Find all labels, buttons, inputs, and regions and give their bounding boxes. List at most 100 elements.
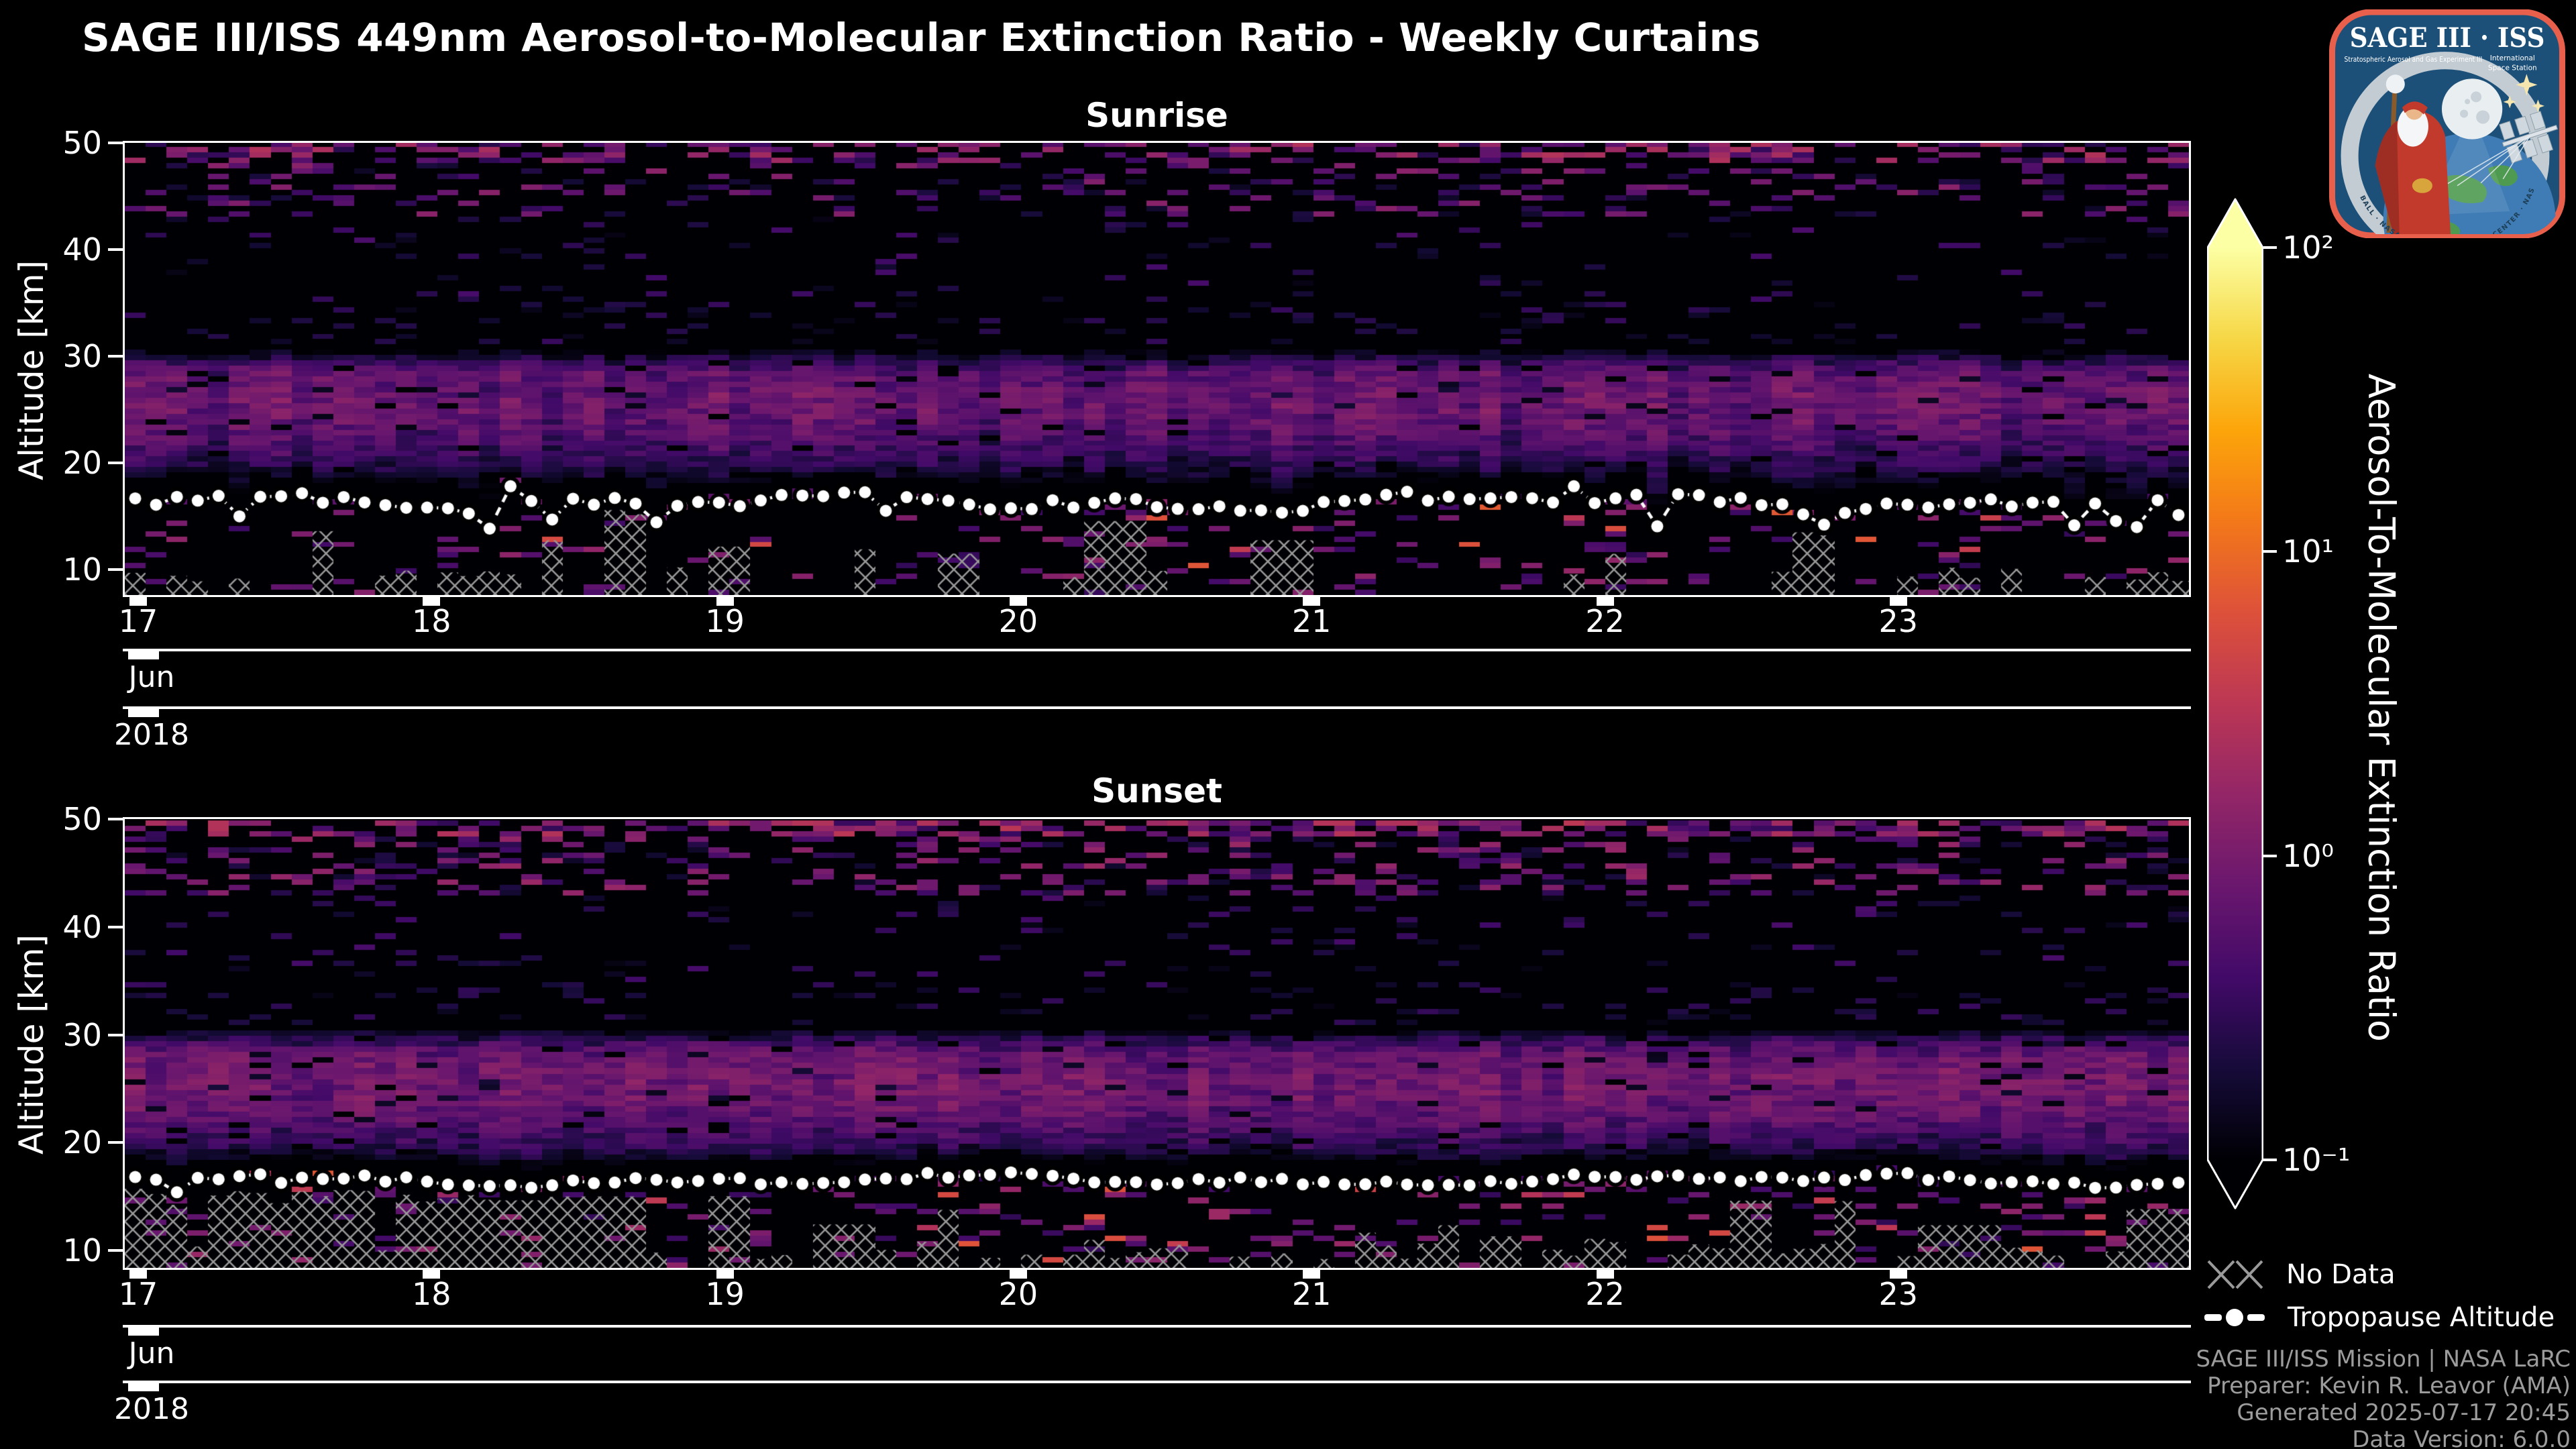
x-tick-label-sunrise: 21 xyxy=(1291,603,1332,639)
x-tick-sunset xyxy=(1889,1270,1907,1279)
month-axis-line-sunrise xyxy=(123,649,2191,651)
year-axis-line-sunrise xyxy=(123,706,2191,709)
wizard-figure xyxy=(2375,74,2451,234)
colorbar-tick-label: 10¹ xyxy=(2282,533,2334,570)
legend-item-no-data: No Data xyxy=(2206,1258,2396,1291)
patch-title: SAGE III · ISS xyxy=(2350,22,2545,54)
patch-subtitle-right-2: Space Station xyxy=(2488,64,2537,72)
panel-title-sunrise: Sunrise xyxy=(1085,96,1228,135)
month-axis-tick-sunrise xyxy=(128,649,159,659)
y-tick-label-sunrise: 30 xyxy=(62,337,102,374)
y-tick-sunrise xyxy=(108,142,123,144)
colorbar-label: Aerosol-To-Molecular Extinction Ratio xyxy=(2360,374,2403,1042)
x-tick-sunset xyxy=(1596,1270,1614,1279)
x-tick-sunset xyxy=(423,1270,441,1279)
x-tick-label-sunrise: 20 xyxy=(998,603,1038,639)
colorbar-gradient xyxy=(2207,198,2263,1210)
tropopause-line-icon xyxy=(2204,1309,2265,1326)
y-tick-label-sunrise: 10 xyxy=(62,551,102,588)
colorbar-tick xyxy=(2263,246,2277,249)
no-data-hatch-icon xyxy=(2207,1260,2263,1289)
figure-title: SAGE III/ISS 449nm Aerosol-to-Molecular … xyxy=(82,15,1761,60)
x-tick-sunrise xyxy=(1596,597,1614,606)
star-icons xyxy=(2503,74,2544,113)
y-tick-sunrise xyxy=(108,568,123,571)
year-axis-tick-sunrise xyxy=(128,706,159,717)
y-tick-sunrise xyxy=(108,354,123,358)
x-tick-sunrise xyxy=(1009,597,1027,606)
colorbar-tick xyxy=(2263,854,2277,857)
legend-item-tropopause: Tropopause Altitude xyxy=(2204,1301,2555,1334)
y-tick-sunset xyxy=(108,1141,123,1144)
x-tick-sunset xyxy=(129,1270,147,1279)
x-tick-label-sunset: 23 xyxy=(1878,1276,1919,1312)
colorbar-tick xyxy=(2263,550,2277,553)
colorbar-tick xyxy=(2263,1158,2277,1161)
x-tick-sunrise xyxy=(1889,597,1907,606)
sage-iss-logo: BALL · NASA LANGLEY RESEARCH CENTER · NA… xyxy=(2329,9,2565,238)
colorbar-tick-label: 10⁻¹ xyxy=(2282,1141,2351,1178)
year-axis-tick-sunset xyxy=(128,1381,159,1391)
patch-ring xyxy=(2341,52,2550,234)
x-tick-label-sunrise: 18 xyxy=(412,603,451,639)
x-tick-sunrise xyxy=(1303,597,1321,606)
month-label-sunset: Jun xyxy=(128,1336,175,1371)
y-tick-label-sunset: 30 xyxy=(62,1016,102,1053)
x-tick-sunset xyxy=(716,1270,734,1279)
moon-icon xyxy=(2441,78,2503,140)
colorbar xyxy=(2207,198,2263,1210)
y-tick-label-sunset: 10 xyxy=(62,1232,102,1269)
x-tick-sunrise xyxy=(423,597,441,606)
x-tick-sunset xyxy=(1303,1270,1321,1279)
x-tick-label-sunset: 20 xyxy=(998,1276,1038,1312)
y-tick-label-sunset: 40 xyxy=(62,908,102,945)
y-tick-sunset xyxy=(108,818,123,820)
y-tick-sunset xyxy=(108,1249,123,1252)
sunrise-heatmap-canvas xyxy=(125,143,2189,595)
x-tick-label-sunset: 17 xyxy=(118,1276,158,1312)
attribution-block: SAGE III/ISS Mission | NASA LaRC Prepare… xyxy=(1945,1346,2571,1449)
x-tick-label-sunrise: 17 xyxy=(118,603,158,639)
legend-label-tropopause: Tropopause Altitude xyxy=(2288,1302,2555,1333)
x-tick-sunrise xyxy=(129,597,147,606)
attribution-version: Data Version: 6.0.0 xyxy=(2352,1426,2571,1449)
attribution-preparer: Preparer: Kevin R. Leavor (AMA) xyxy=(2207,1373,2571,1399)
y-tick-label-sunset: 50 xyxy=(62,801,102,837)
attribution-generated: Generated 2025-07-17 20:45 xyxy=(2237,1399,2571,1426)
y-tick-label-sunrise: 20 xyxy=(62,444,102,481)
x-tick-label-sunset: 21 xyxy=(1291,1276,1332,1312)
x-tick-sunrise xyxy=(716,597,734,606)
x-tick-label-sunset: 22 xyxy=(1585,1276,1625,1312)
y-tick-sunset xyxy=(108,1033,123,1036)
sunset-heatmap-canvas xyxy=(125,819,2189,1268)
y-tick-sunrise xyxy=(108,248,123,251)
x-tick-label-sunrise: 19 xyxy=(705,603,745,639)
x-tick-label-sunrise: 22 xyxy=(1585,603,1625,639)
x-tick-label-sunset: 18 xyxy=(412,1276,451,1312)
attribution-mission: SAGE III/ISS Mission | NASA LaRC xyxy=(2196,1346,2571,1373)
year-label-sunset: 2018 xyxy=(114,1392,189,1426)
year-axis-line-sunset xyxy=(123,1381,2191,1383)
month-axis-tick-sunset xyxy=(128,1325,159,1336)
x-tick-sunset xyxy=(1009,1270,1027,1279)
panel-title-sunset: Sunset xyxy=(1091,771,1222,810)
y-tick-label-sunset: 20 xyxy=(62,1124,102,1161)
y-tick-sunset xyxy=(108,925,123,928)
occultation-rays xyxy=(2436,135,2530,191)
y-tick-sunrise xyxy=(108,461,123,464)
sunset-heatmap xyxy=(123,817,2191,1270)
colorbar-tick-label: 10² xyxy=(2282,229,2334,266)
sunrise-heatmap xyxy=(123,141,2191,597)
legend-label-no-data: No Data xyxy=(2286,1259,2396,1290)
month-label-sunrise: Jun xyxy=(128,660,175,694)
patch-subtitle-left: Stratospheric Aerosol and Gas Experiment… xyxy=(2345,56,2483,64)
patch-subtitle-right-1: International xyxy=(2490,54,2535,62)
x-tick-label-sunrise: 23 xyxy=(1878,603,1919,639)
year-label-sunrise: 2018 xyxy=(114,718,189,752)
x-tick-label-sunset: 19 xyxy=(705,1276,745,1312)
colorbar-tick-label: 10⁰ xyxy=(2282,837,2334,874)
y-tick-label-sunrise: 40 xyxy=(62,231,102,268)
month-axis-line-sunset xyxy=(123,1325,2191,1328)
y-tick-label-sunrise: 50 xyxy=(62,125,102,161)
